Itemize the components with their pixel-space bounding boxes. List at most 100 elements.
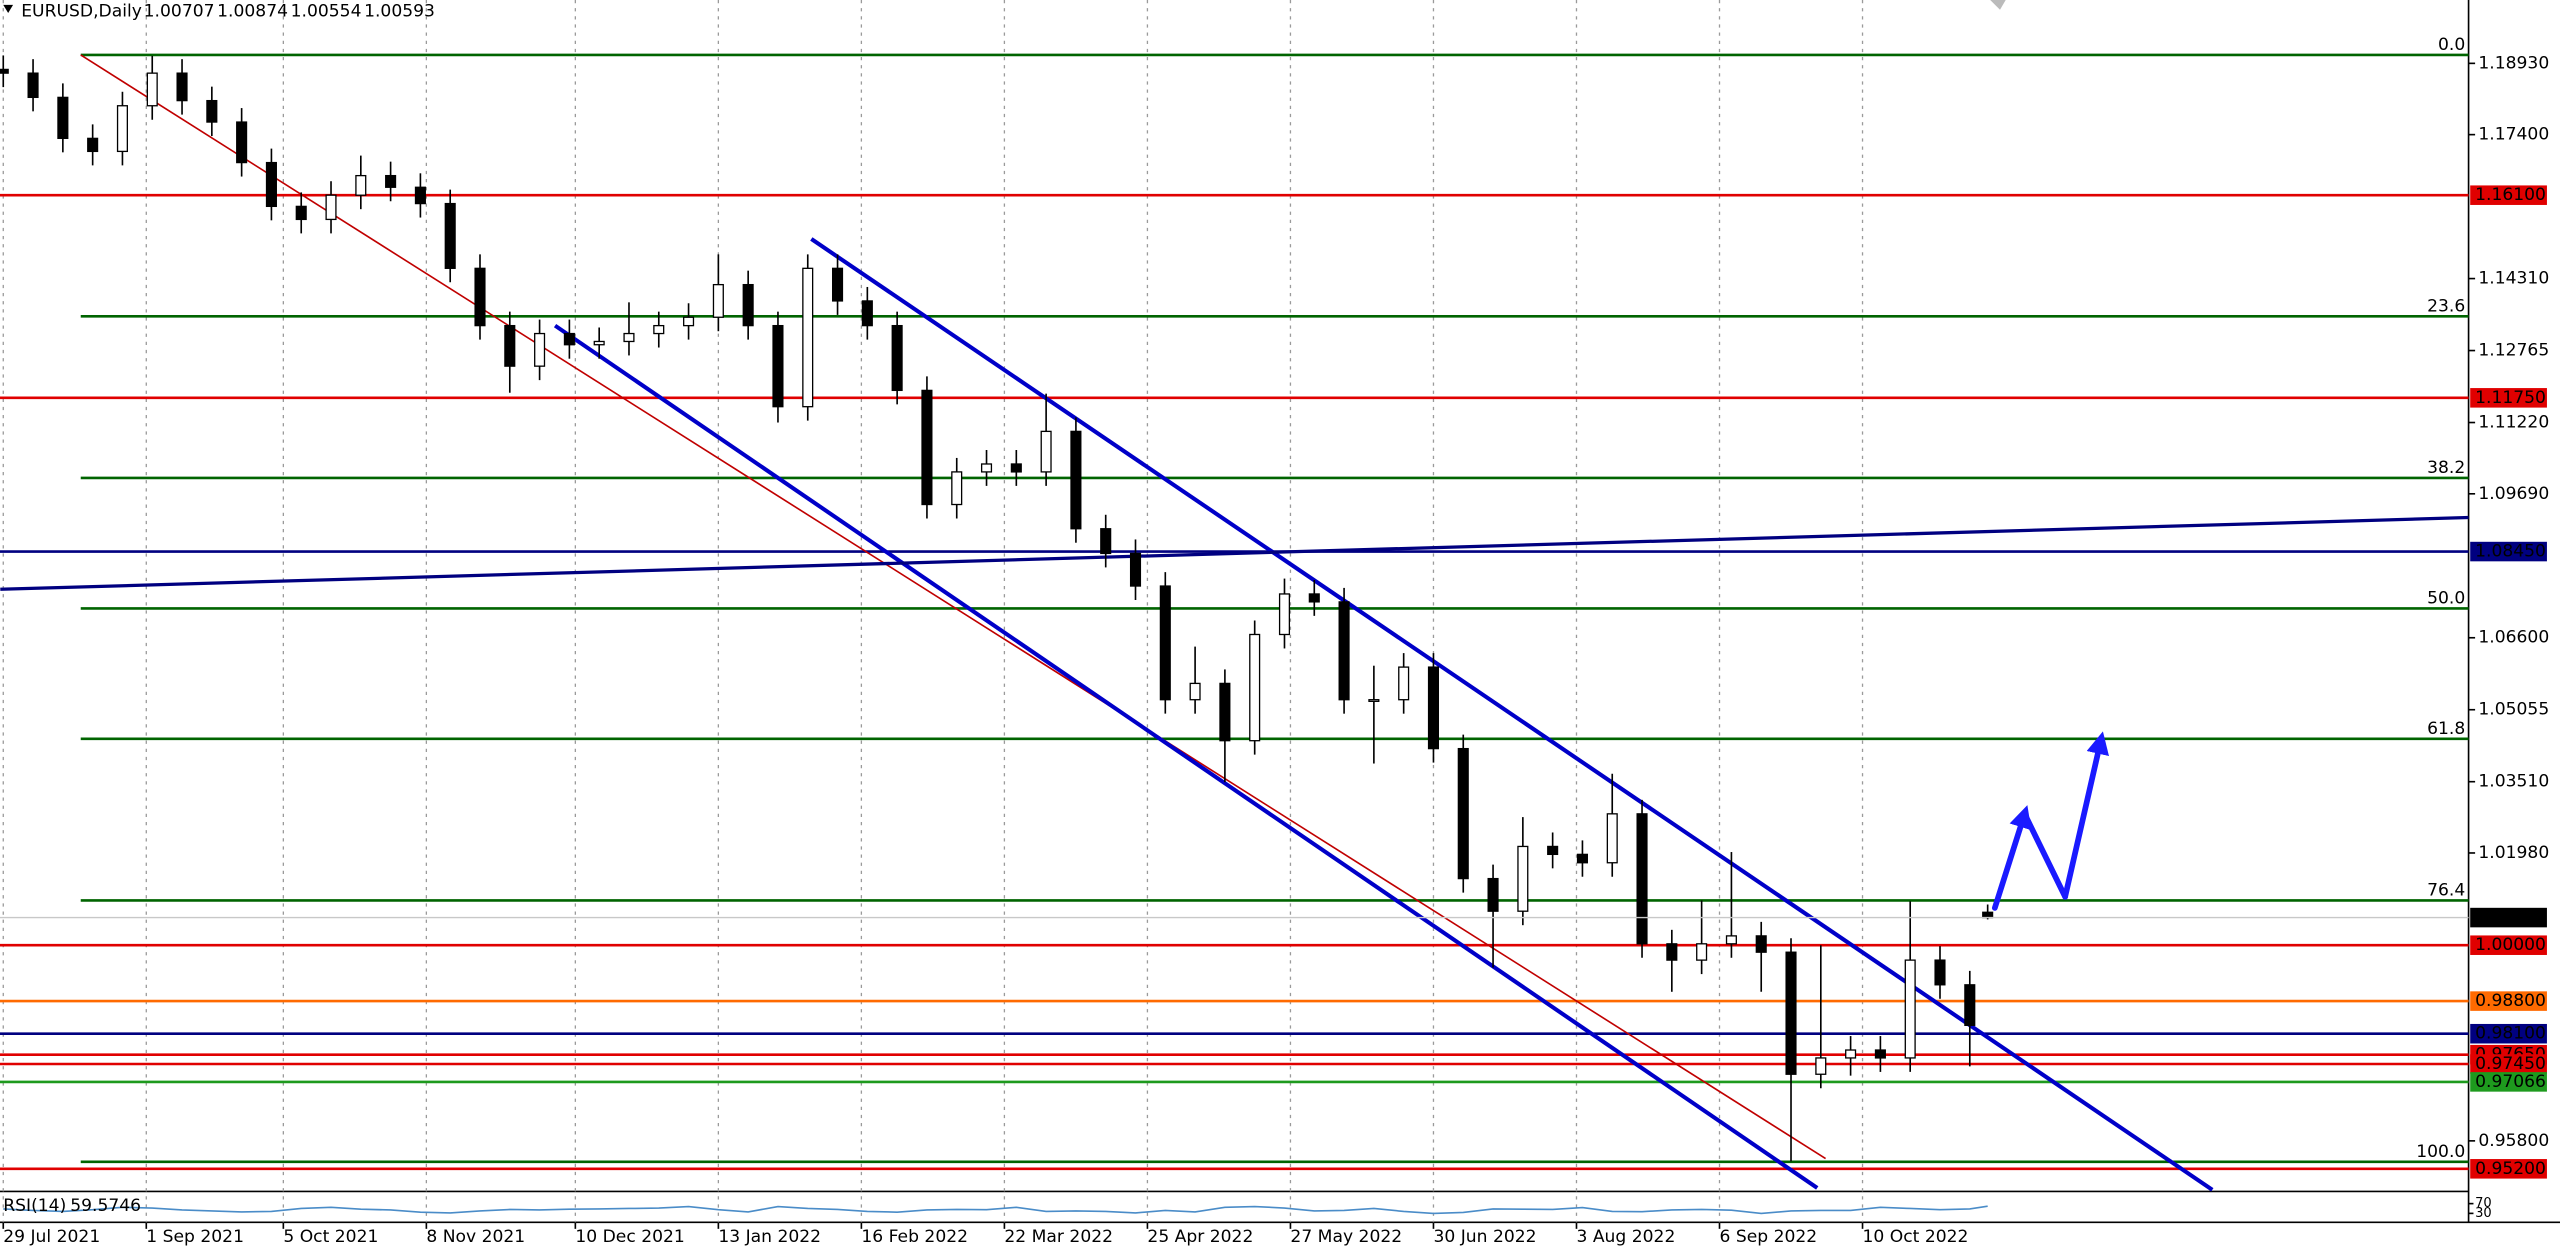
- candle-body: [176, 72, 188, 102]
- trend-line: [80, 54, 1827, 1160]
- indicator-tick-label: 30: [2475, 1206, 2492, 1221]
- candle-body: [116, 105, 128, 153]
- x-tick-label: 27 May 2022: [1290, 1227, 1402, 1247]
- candle-body: [1189, 682, 1201, 701]
- current-price-label: 1.00593: [2475, 908, 2546, 928]
- candle-body: [712, 283, 724, 318]
- fib-label: 38.2: [2427, 458, 2465, 478]
- candle-body: [1368, 699, 1380, 702]
- x-tick-label: 10 Oct 2022: [1863, 1227, 1969, 1247]
- candle-body: [265, 161, 277, 208]
- level-label: 0.98100: [2475, 1024, 2546, 1044]
- level-label-box: [2470, 1159, 2547, 1179]
- level-label: 0.97066: [2475, 1072, 2546, 1092]
- ohlc-close: 1.00593: [364, 1, 435, 21]
- indicator-line: [3, 1205, 1988, 1215]
- fib-label: 100.0: [2416, 1142, 2465, 1162]
- level-label-box: [2470, 1023, 2547, 1044]
- grid: [2, 0, 1864, 1223]
- level-label-box: [2470, 935, 2547, 955]
- candle-body: [1338, 601, 1350, 701]
- candle-body: [1904, 959, 1916, 1059]
- indicator-value: 59.5746: [70, 1196, 141, 1216]
- level-label: 1.08450: [2475, 542, 2546, 562]
- level-label-box: [2470, 388, 2547, 408]
- projection-arrow: [1991, 805, 2032, 911]
- candle-body: [325, 194, 337, 221]
- candle-body: [1755, 935, 1767, 953]
- y-tick-label: 1.01980: [2478, 843, 2549, 863]
- candle-body: [236, 121, 248, 164]
- y-tick-label: 1.14310: [2478, 269, 2549, 289]
- fib-label: 50.0: [2427, 589, 2465, 609]
- candle-body: [623, 332, 635, 343]
- level-label: 1.16100: [2475, 185, 2546, 205]
- y-tick-label: 1.18930: [2478, 53, 2549, 73]
- candle-body: [861, 300, 873, 327]
- candle-body: [1815, 1057, 1827, 1075]
- ohlc-low: 1.00554: [291, 1, 362, 21]
- x-tick-label: 8 Nov 2021: [426, 1227, 525, 1247]
- candle-body: [206, 99, 218, 123]
- level-label-box: [2470, 991, 2547, 1011]
- candle-body: [831, 267, 844, 302]
- y-tick-label: 1.11220: [2478, 413, 2549, 433]
- candle-body: [1070, 430, 1082, 530]
- level-label: 0.95200: [2475, 1159, 2546, 1179]
- x-tick-label: 13 Jan 2022: [718, 1227, 821, 1247]
- candle-body: [0, 68, 9, 74]
- candle-body: [1845, 1049, 1857, 1059]
- candle-body: [1100, 528, 1112, 555]
- fib-label: 0.0: [2438, 35, 2465, 55]
- x-tick-label: 6 Sep 2022: [1720, 1227, 1818, 1247]
- candle-body: [1129, 552, 1142, 587]
- x-tick-label: 16 Feb 2022: [861, 1227, 968, 1247]
- candle-body: [653, 324, 665, 335]
- candle-body: [385, 174, 397, 188]
- x-tick-label: 22 Mar 2022: [1004, 1227, 1113, 1247]
- candle-body: [980, 463, 993, 473]
- menu-arrow[interactable]: [3, 4, 14, 14]
- level-label-box: [2470, 185, 2547, 205]
- indicator-tick-label: 70: [2475, 1196, 2492, 1211]
- level-label: 1.11750: [2475, 388, 2546, 408]
- candle-body: [772, 324, 784, 408]
- ohlc-high: 1.00874: [217, 1, 288, 21]
- current-price-box: [2470, 907, 2547, 928]
- candle-body: [1159, 585, 1171, 701]
- candle-body: [1308, 593, 1320, 603]
- level-label-box: [2470, 1054, 2547, 1074]
- x-tick-label: 3 Aug 2022: [1576, 1227, 1675, 1247]
- candle-body: [1964, 984, 1976, 1026]
- trend-line: [0, 515, 2469, 591]
- trend-line: [810, 237, 2214, 1192]
- candle-body: [1934, 959, 1946, 986]
- candle-body: [951, 471, 963, 506]
- fib-label: 76.4: [2427, 881, 2465, 901]
- y-tick-label: 1.05055: [2478, 700, 2549, 720]
- candle-body: [1427, 666, 1440, 750]
- projection-arrow: [2062, 731, 2109, 900]
- candle-body: [1249, 633, 1261, 742]
- candle-body: [1636, 813, 1648, 945]
- y-tick-label: 1.12765: [2478, 341, 2549, 361]
- x-tick-label: 10 Dec 2021: [575, 1227, 684, 1247]
- candle-body: [504, 324, 516, 367]
- ohlc-open: 1.00707: [144, 1, 215, 21]
- candle-body: [1874, 1049, 1886, 1059]
- candle-body: [921, 389, 933, 506]
- candle-body: [1666, 943, 1678, 961]
- x-tick-label: 30 Jun 2022: [1433, 1227, 1536, 1247]
- fib-label: 23.6: [2427, 297, 2465, 317]
- candle-body: [683, 316, 695, 327]
- chart-title: EURUSD,Daily: [21, 1, 142, 21]
- candle-body: [1696, 943, 1708, 961]
- candle-body: [534, 332, 546, 367]
- candle-body: [1398, 666, 1410, 701]
- candle-body: [1219, 682, 1231, 742]
- candle-body: [444, 202, 456, 269]
- candle-body: [355, 174, 367, 196]
- candle-body: [1576, 853, 1588, 864]
- candle-body: [1982, 911, 1994, 919]
